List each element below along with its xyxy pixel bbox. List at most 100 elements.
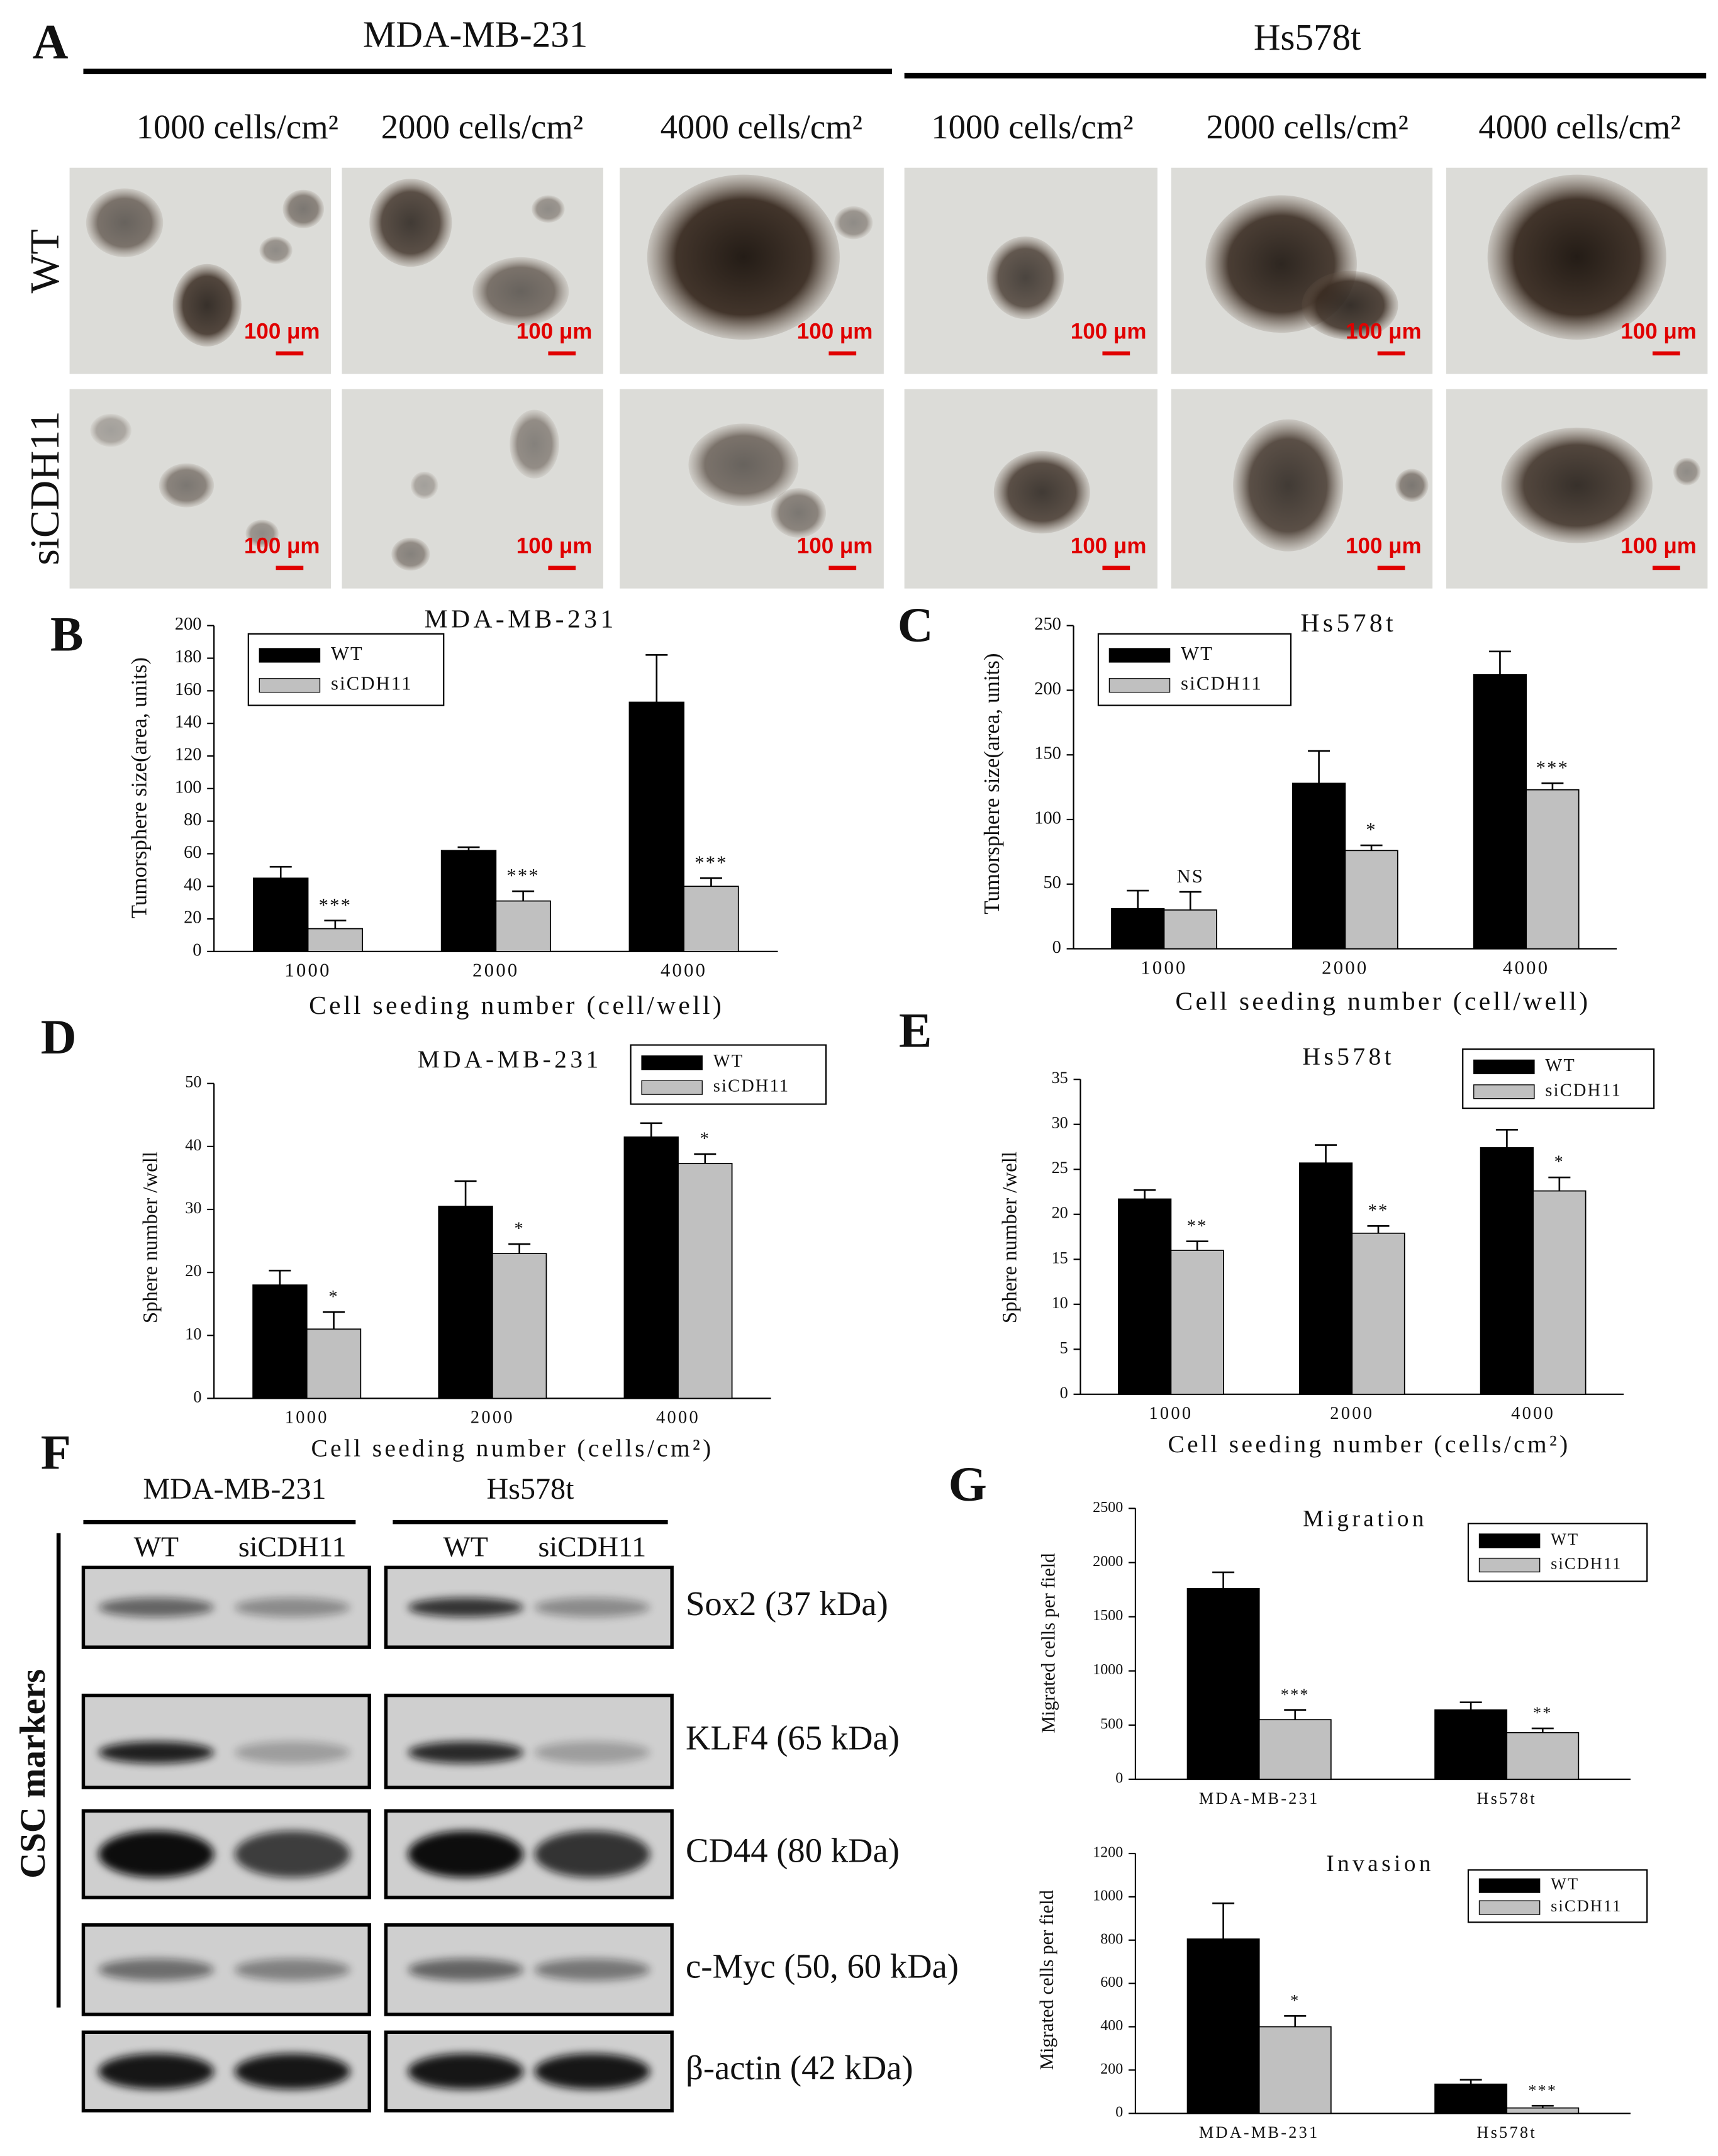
significance: *	[700, 1130, 710, 1149]
y-tick-label: 800	[1100, 1931, 1123, 1947]
band	[234, 1598, 350, 1617]
bar	[253, 877, 309, 952]
y-tick-label: 200	[1100, 2061, 1123, 2077]
error-bar	[645, 654, 668, 703]
bar	[1526, 789, 1580, 950]
y-tick-label: 1500	[1093, 1608, 1123, 1624]
bar	[1351, 1232, 1405, 1395]
x-tick-label: 4000	[656, 1408, 700, 1428]
panel-letter: F	[41, 1425, 71, 1480]
x-tick-label: 1000	[1141, 957, 1187, 978]
y-tick-label: 1000	[1093, 1887, 1123, 1904]
row-label: WT	[23, 229, 68, 293]
y-tick-label: 200	[1034, 679, 1061, 699]
error-bar	[1531, 2104, 1554, 2108]
y-tick-label: 35	[1052, 1069, 1068, 1087]
error-bar	[1548, 1176, 1571, 1191]
blot	[81, 1693, 371, 1789]
error-bar	[1488, 650, 1511, 675]
y-axis-label: Migrated cells per field	[1036, 1890, 1057, 2070]
y-tick-label: 100	[1034, 809, 1061, 828]
y-axis-label: Tumorsphere size(area, units)	[126, 657, 151, 918]
error-bar	[1531, 1727, 1554, 1733]
y-tick-label: 1200	[1093, 1845, 1123, 1861]
band	[234, 1741, 350, 1764]
bar	[1434, 1709, 1508, 1780]
y-tick-label: 20	[1052, 1204, 1068, 1222]
tumorsphere	[1487, 174, 1666, 340]
blot-label: Sox2 (37 kDa)	[686, 1584, 888, 1623]
tumorsphere	[1233, 419, 1344, 552]
significance: *	[1554, 1153, 1565, 1172]
tumorsphere	[410, 471, 438, 499]
error-bar	[1367, 1225, 1390, 1233]
x-tick-label: 4000	[1511, 1404, 1555, 1423]
side-label: CSC markers	[13, 1669, 53, 1879]
tumorsphere	[159, 463, 215, 508]
tumorsphere	[771, 488, 827, 538]
chart-title: Hs578t	[1300, 608, 1397, 637]
x-axis-label: Cell seeding number (cells/cm²)	[311, 1434, 714, 1462]
significance: NS	[1176, 865, 1203, 887]
y-tick-label: 2500	[1093, 1499, 1123, 1516]
tumorsphere	[1673, 458, 1701, 486]
group-name: Hs578t	[487, 1472, 575, 1506]
bar	[1434, 2083, 1508, 2114]
panel-letter: B	[50, 608, 83, 662]
band	[408, 1830, 524, 1878]
tumorsphere	[172, 264, 242, 347]
x-tick-label: 1000	[285, 1408, 329, 1428]
significance: *	[328, 1287, 338, 1307]
bar	[1118, 1198, 1172, 1395]
scale-bar-label: 100 μm	[1071, 319, 1147, 343]
error-bar	[1134, 1189, 1156, 1199]
chart-title: Hs578t	[1303, 1042, 1395, 1070]
bar	[1473, 674, 1527, 950]
band	[534, 1959, 650, 1981]
bar	[491, 1253, 547, 1399]
error-bar	[1360, 844, 1383, 851]
bar	[495, 900, 551, 952]
y-tick-label: 500	[1100, 1716, 1123, 1732]
tumorsphere	[86, 188, 164, 257]
micrograph	[342, 389, 603, 589]
x-tick-label: 2000	[471, 1408, 515, 1428]
band	[98, 1741, 215, 1764]
legend-label: siCDH11	[1545, 1081, 1622, 1100]
scale-bar-label: 100 μm	[516, 319, 593, 343]
tumorsphere	[986, 236, 1064, 320]
band	[534, 2053, 650, 2089]
y-tick-label: 30	[1052, 1114, 1068, 1132]
band	[234, 1830, 350, 1878]
x-tick-label: 2000	[1322, 957, 1368, 978]
tumorsphere	[472, 257, 569, 326]
blot-label: β-actin (42 kDa)	[686, 2048, 913, 2087]
column-label: 4000 cells/cm²	[1478, 108, 1680, 146]
column-label: 1000 cells/cm²	[137, 108, 338, 146]
bar	[623, 1136, 679, 1399]
group-name: MDA-MB-231	[143, 1472, 326, 1506]
bar	[1291, 782, 1346, 950]
x-axis-label: Cell seeding number (cell/well)	[309, 991, 724, 1020]
x-tick-label: Hs578t	[1476, 1789, 1536, 1808]
y-tick-label: 50	[185, 1073, 201, 1091]
row-label: siCDH11	[23, 411, 68, 565]
column-label: 1000 cells/cm²	[931, 108, 1133, 146]
group-name: Hs578t	[1254, 16, 1361, 58]
significance: *	[1366, 819, 1376, 840]
blot-label: CD44 (80 kDa)	[686, 1831, 900, 1870]
legend-label: siCDH11	[1181, 673, 1263, 694]
tumorsphere	[245, 520, 279, 548]
significance: *	[514, 1220, 524, 1239]
y-tick-label: 80	[184, 810, 201, 830]
significance: ***	[319, 894, 352, 916]
scale-bar-label: 100 μm	[1620, 319, 1697, 343]
blot	[384, 1693, 674, 1789]
scale-bar-label: 100 μm	[244, 319, 320, 343]
legend-label: WT	[1551, 1875, 1579, 1893]
tumorsphere	[688, 423, 799, 506]
bar	[440, 850, 497, 952]
legend-label: WT	[331, 643, 364, 664]
blot-label: c-Myc (50, 60 kDa)	[686, 1947, 959, 1985]
